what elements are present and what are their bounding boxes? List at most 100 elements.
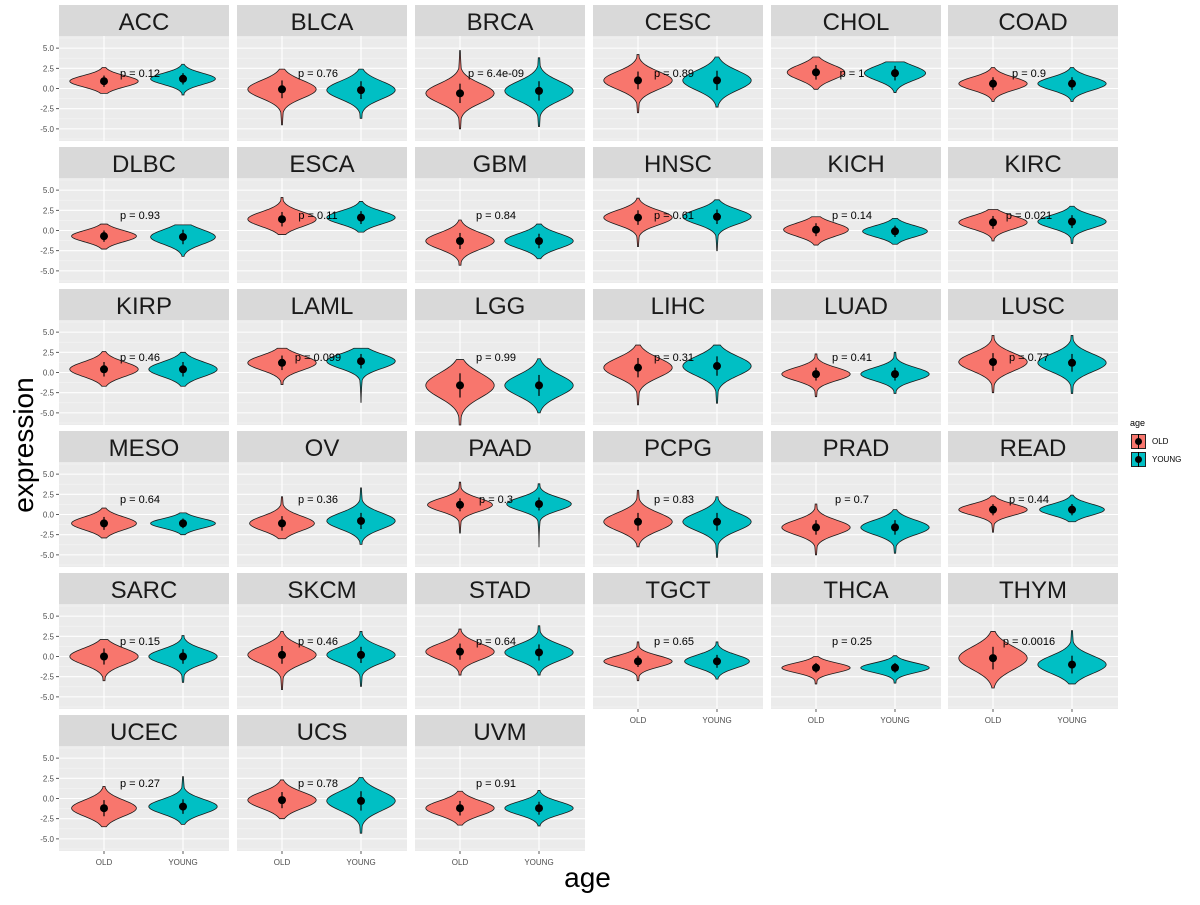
mean-point-hnsc-old <box>634 213 642 222</box>
panel-strip <box>948 573 1118 604</box>
legend-item-old: OLD <box>1130 432 1181 450</box>
violin-laml-young <box>326 347 396 403</box>
panel-title: BRCA <box>467 9 534 36</box>
p-value-label: p = 0.99 <box>476 352 516 364</box>
y-tick-label: 0.0 <box>43 511 55 520</box>
panel-title: PCPG <box>644 435 712 462</box>
legend-item-young: YOUNG <box>1130 450 1181 468</box>
mean-point-laml-young <box>357 357 365 366</box>
panel-lusc: LUSC p = 0.77 <box>948 289 1118 425</box>
mean-point-luad-young <box>891 370 899 379</box>
p-value-label: p = 0.64 <box>120 494 160 506</box>
mean-point-thym-young <box>1068 660 1076 669</box>
x-tick-label: YOUNG <box>524 858 553 867</box>
mean-point-ov-old <box>278 519 286 528</box>
mean-point-acc-old <box>100 77 108 86</box>
mean-point-acc-young <box>179 74 187 83</box>
y-tick-label: 0.0 <box>43 369 55 378</box>
panel-luad: LUAD p = 0.41 <box>771 289 941 425</box>
panel-title: LUSC <box>1001 293 1065 320</box>
x-tick-label: YOUNG <box>1057 716 1086 725</box>
panel-title: LUAD <box>824 293 888 320</box>
p-value-label: p = 0.83 <box>654 494 694 506</box>
p-value-label: p = 0.44 <box>1009 494 1049 506</box>
legend-key-young <box>1130 451 1147 468</box>
panel-strip <box>59 5 229 36</box>
mean-point-lihc-old <box>634 363 642 372</box>
x-tick-label: YOUNG <box>880 716 909 725</box>
p-value-label: p = 1 <box>840 68 865 80</box>
y-tick-label: 0.0 <box>43 653 55 662</box>
panel-laml: LAML p = 0.099 <box>237 289 407 425</box>
panel-title: THYM <box>999 577 1067 604</box>
mean-point-pcpg-young <box>713 517 721 526</box>
mean-point-sarc-young <box>179 652 187 661</box>
mean-point-brca-young <box>535 86 543 95</box>
p-value-label: p = 0.099 <box>295 352 341 364</box>
y-tick-label: 2.5 <box>43 632 55 641</box>
panel-title: UCEC <box>110 719 178 746</box>
panel-strip <box>237 431 407 462</box>
mean-point-gbm-young <box>535 237 543 245</box>
p-value-label: p = 0.78 <box>298 778 338 790</box>
panel-strip <box>948 147 1118 178</box>
mean-point-chol-old <box>812 68 820 77</box>
panel-coad: COAD p = 0.9 <box>948 5 1118 141</box>
y-tick-label: -2.5 <box>40 815 54 824</box>
mean-point-paad-old <box>456 500 464 509</box>
y-tick-label: 2.5 <box>43 64 55 73</box>
panel-strip <box>237 715 407 746</box>
panel-stad: STAD p = 0.64 <box>415 573 585 709</box>
p-value-label: p = 0.77 <box>1009 352 1049 364</box>
mean-point-prad-old <box>812 523 820 532</box>
mean-point-hnsc-young <box>713 212 721 221</box>
panel-acc: ACC p = 0.12 -5.0 -2.5 0.0 2.5 5.0 <box>40 5 229 141</box>
panel-strip <box>771 5 941 36</box>
panel-title: HNSC <box>644 151 712 178</box>
panel-title: PRAD <box>823 435 890 462</box>
panel-strip <box>593 5 763 36</box>
mean-point-stad-old <box>456 647 464 656</box>
panel-cesc: CESC p = 0.89 <box>593 5 763 141</box>
panel-strip <box>948 289 1118 320</box>
panel-strip <box>415 715 585 746</box>
p-value-label: p = 0.0016 <box>1003 636 1055 648</box>
mean-point-dlbc-young <box>179 232 187 241</box>
mean-point-lihc-young <box>713 362 721 371</box>
panel-strip <box>59 431 229 462</box>
p-value-label: p = 0.021 <box>1006 210 1052 222</box>
p-value-label: p = 0.15 <box>120 636 160 648</box>
panel-title: CESC <box>645 9 712 36</box>
mean-point-ucs-old <box>278 796 286 805</box>
mean-point-esca-young <box>357 213 365 222</box>
panel-ov: OV p = 0.36 <box>237 431 407 567</box>
panel-strip <box>771 431 941 462</box>
panel-title: COAD <box>998 9 1067 36</box>
p-value-label: p = 6.4e-09 <box>468 68 524 80</box>
mean-point-thca-young <box>891 663 899 672</box>
p-value-label: p = 0.84 <box>476 210 516 222</box>
mean-point-kich-old <box>812 225 820 234</box>
legend: age OLD YOUNG <box>1130 418 1181 468</box>
mean-point-meso-young <box>179 519 187 528</box>
p-value-label: p = 0.14 <box>832 210 872 222</box>
mean-point-coad-old <box>989 79 997 88</box>
y-tick-label: -5.0 <box>40 835 54 844</box>
mean-point-paad-young <box>535 500 543 508</box>
panel-strip <box>59 715 229 746</box>
violin-paad-young <box>506 483 572 548</box>
panel-strip <box>415 431 585 462</box>
mean-point-kirp-young <box>179 365 187 374</box>
y-tick-label: 0.0 <box>43 85 55 94</box>
panel-kirp: KIRP p = 0.46 -5.0 -2.5 0.0 2.5 5.0 <box>40 289 229 425</box>
p-value-label: p = 0.89 <box>654 68 694 80</box>
y-axis-title: expression <box>8 377 39 513</box>
panel-strip <box>593 573 763 604</box>
panel-strip <box>237 147 407 178</box>
panel-esca: ESCA p = 0.11 <box>237 147 407 283</box>
y-tick-label: -2.5 <box>40 389 54 398</box>
mean-point-meso-old <box>100 519 108 528</box>
panel-lgg: LGG p = 0.99 <box>415 289 585 426</box>
panel-title: LGG <box>475 293 526 320</box>
